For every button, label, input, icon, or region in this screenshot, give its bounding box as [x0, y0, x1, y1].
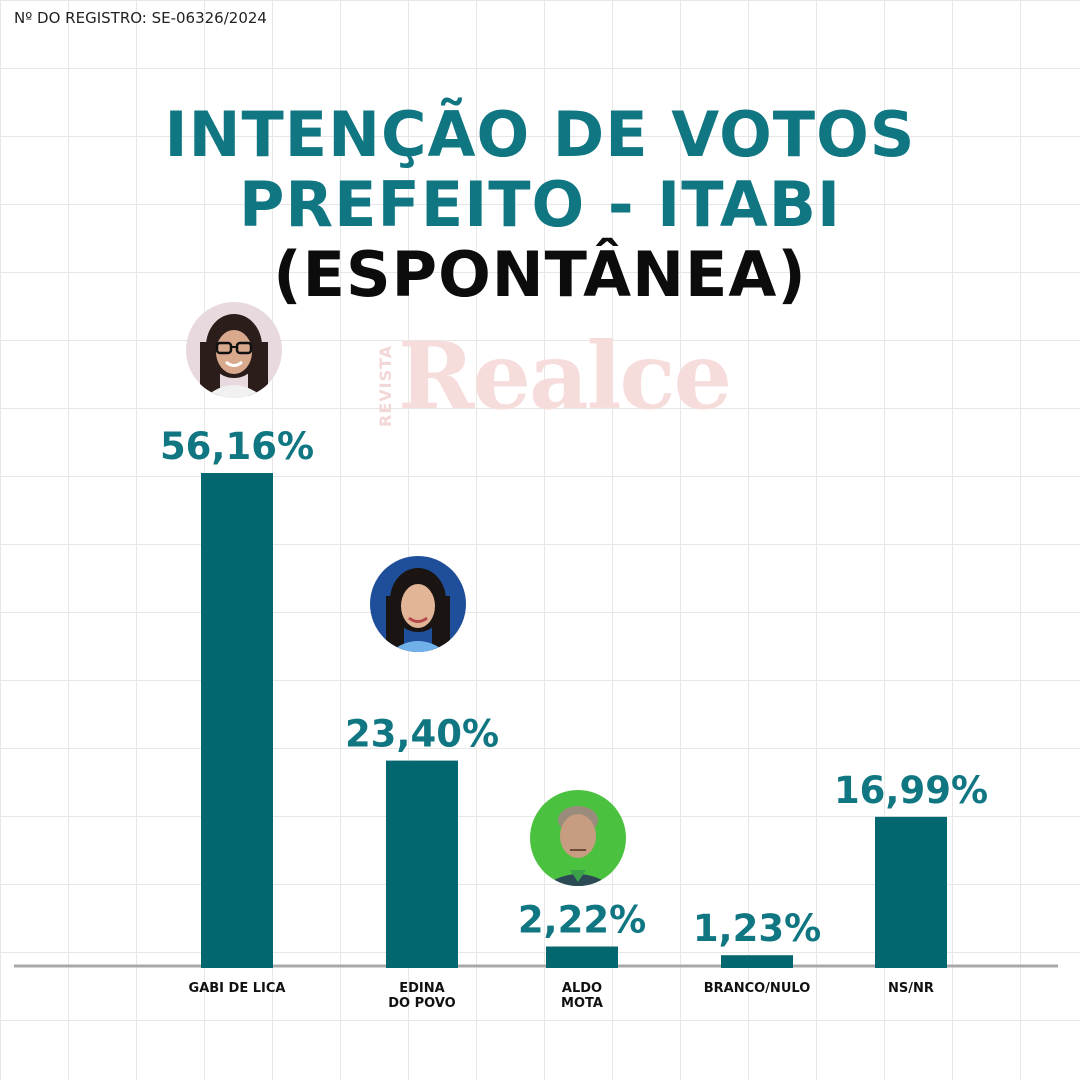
value-label-2: 2,22%	[518, 899, 646, 942]
watermark-main-text: Realce	[398, 322, 732, 430]
value-label-0: 56,16%	[160, 425, 314, 468]
bar-1	[386, 760, 458, 968]
value-label-1: 23,40%	[345, 713, 499, 756]
registro-number: Nº DO REGISTRO: SE-06326/2024	[14, 9, 267, 27]
bar-0	[201, 473, 273, 968]
value-label-3: 1,23%	[693, 907, 821, 950]
category-label-4: NS/NR	[888, 981, 934, 996]
category-label-0: GABI DE LICA	[189, 981, 286, 996]
bar-3	[721, 955, 793, 968]
watermark-logo: REVISTA Realce	[376, 322, 732, 432]
chart-title-line-3: (ESPONTÂNEA)	[273, 238, 807, 311]
category-label-2: ALDO MOTA	[561, 981, 603, 1011]
chart-title-line-1: INTENÇÃO DE VOTOS	[164, 98, 916, 171]
bar-2	[546, 946, 618, 968]
value-label-4: 16,99%	[834, 769, 988, 812]
chart-title-line-2: PREFEITO - ITABI	[238, 168, 842, 241]
category-label-3: BRANCO/NULO	[704, 981, 811, 996]
candidate-photo-edina	[370, 556, 466, 652]
candidate-photo-gabi	[186, 302, 282, 398]
candidate-photo-aldo	[530, 790, 626, 886]
category-label-1: EDINA DO POVO	[388, 981, 455, 1011]
bar-4	[875, 816, 947, 968]
